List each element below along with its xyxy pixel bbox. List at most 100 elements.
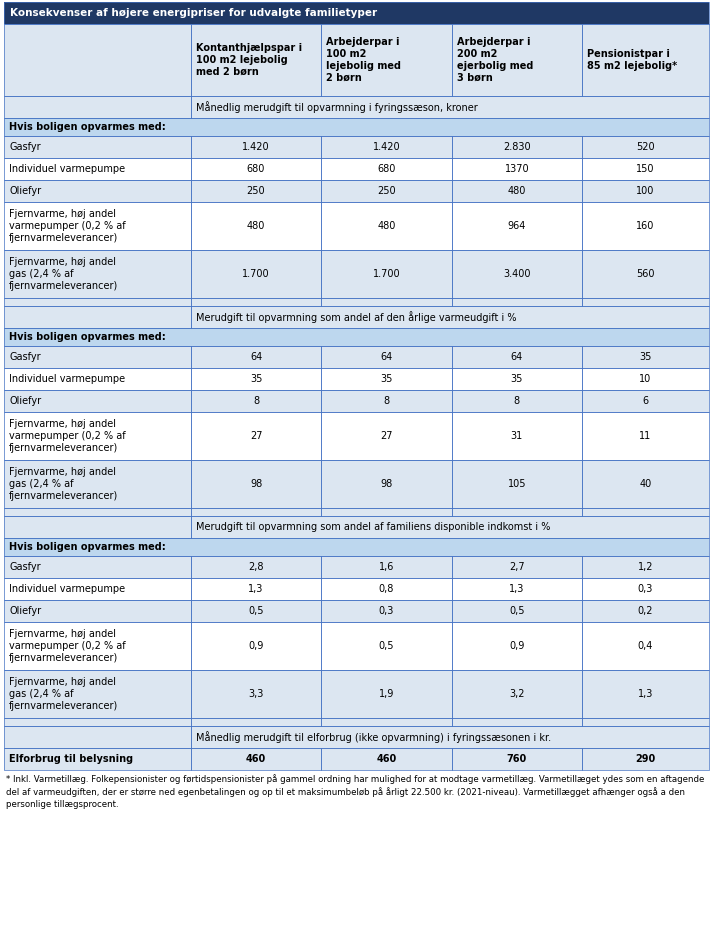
Bar — [191, 726, 709, 748]
Bar — [4, 600, 191, 622]
Bar — [322, 412, 451, 460]
Text: 1,3: 1,3 — [638, 689, 653, 699]
Text: 1.700: 1.700 — [373, 269, 400, 279]
Bar — [191, 508, 322, 516]
Bar — [582, 578, 709, 600]
Bar — [4, 24, 191, 96]
Text: 560: 560 — [636, 269, 655, 279]
Bar — [322, 390, 451, 412]
Bar — [4, 600, 191, 622]
Text: Merudgift til opvarmning som andel af den årlige varmeudgift i %: Merudgift til opvarmning som andel af de… — [196, 311, 516, 323]
Bar — [4, 96, 191, 118]
Text: 40: 40 — [640, 479, 652, 489]
Bar — [582, 412, 709, 460]
Bar — [191, 622, 322, 670]
Bar — [322, 556, 451, 578]
Bar — [191, 180, 322, 202]
Bar — [191, 202, 322, 250]
Text: 0,5: 0,5 — [248, 606, 264, 616]
Bar — [322, 346, 451, 368]
Bar — [191, 298, 322, 306]
Text: 1,2: 1,2 — [638, 562, 653, 572]
Bar — [582, 556, 709, 578]
Bar — [4, 250, 191, 298]
Bar — [582, 368, 709, 390]
Bar — [322, 202, 451, 250]
Text: Konsekvenser af højere energipriser for udvalgte familietyper: Konsekvenser af højere energipriser for … — [10, 8, 377, 18]
Text: 0,3: 0,3 — [638, 584, 653, 594]
Bar — [191, 718, 322, 726]
Bar — [451, 202, 582, 250]
Bar — [191, 346, 322, 368]
Bar — [191, 250, 322, 298]
Text: 150: 150 — [636, 164, 655, 174]
Bar — [4, 578, 191, 600]
Bar — [4, 670, 191, 718]
Bar — [582, 202, 709, 250]
Bar — [451, 508, 582, 516]
Text: 3,2: 3,2 — [509, 689, 525, 699]
Bar — [191, 390, 322, 412]
Bar — [191, 600, 322, 622]
Bar — [582, 136, 709, 158]
Text: 1370: 1370 — [505, 164, 529, 174]
Bar — [451, 600, 582, 622]
Bar — [191, 136, 322, 158]
Bar — [4, 412, 191, 460]
Text: 11: 11 — [640, 431, 652, 441]
Text: 6: 6 — [642, 396, 649, 406]
Bar — [191, 390, 322, 412]
Bar — [4, 726, 191, 748]
Bar — [191, 346, 322, 368]
Text: Fjernvarme, høj andel
gas (2,4 % af
fjernvarmeleverancer): Fjernvarme, høj andel gas (2,4 % af fjer… — [9, 467, 118, 501]
Text: Pensionistpar i
85 m2 lejebolig*: Pensionistpar i 85 m2 lejebolig* — [587, 49, 677, 71]
Bar — [451, 24, 582, 96]
Bar — [582, 748, 709, 770]
Bar — [4, 390, 191, 412]
Bar — [4, 460, 191, 508]
Text: 0,8: 0,8 — [379, 584, 394, 594]
Bar — [451, 298, 582, 306]
Bar — [191, 748, 322, 770]
Bar — [4, 306, 191, 328]
Text: 1,9: 1,9 — [379, 689, 394, 699]
Bar — [191, 622, 322, 670]
Text: 100: 100 — [637, 186, 655, 196]
Bar — [322, 600, 451, 622]
Text: Fjernvarme, høj andel
gas (2,4 % af
fjernvarmeleverancer): Fjernvarme, høj andel gas (2,4 % af fjer… — [9, 257, 118, 291]
Bar — [322, 346, 451, 368]
Bar — [582, 298, 709, 306]
Bar — [4, 118, 709, 136]
Bar — [451, 136, 582, 158]
Bar — [4, 718, 191, 726]
Bar — [451, 158, 582, 180]
Bar — [451, 556, 582, 578]
Bar — [191, 136, 322, 158]
Bar — [582, 508, 709, 516]
Text: 64: 64 — [511, 352, 523, 362]
Bar — [191, 368, 322, 390]
Bar — [4, 2, 709, 24]
Bar — [4, 726, 191, 748]
Bar — [191, 158, 322, 180]
Bar — [451, 346, 582, 368]
Bar — [191, 578, 322, 600]
Bar — [322, 250, 451, 298]
Bar — [191, 670, 322, 718]
Bar — [582, 670, 709, 718]
Bar — [191, 158, 322, 180]
Bar — [191, 24, 322, 96]
Text: Oliefyr: Oliefyr — [9, 186, 41, 196]
Bar — [191, 96, 709, 118]
Bar — [451, 460, 582, 508]
Bar — [451, 158, 582, 180]
Bar — [582, 390, 709, 412]
Bar — [582, 460, 709, 508]
Bar — [451, 412, 582, 460]
Text: 2,7: 2,7 — [509, 562, 525, 572]
Text: Individuel varmepumpe: Individuel varmepumpe — [9, 374, 125, 384]
Text: Fjernvarme, høj andel
varmepumper (0,2 % af
fjernvarmeleverancer): Fjernvarme, høj andel varmepumper (0,2 %… — [9, 209, 125, 243]
Text: Kontanthjælpspar i
100 m2 lejebolig
med 2 børn: Kontanthjælpspar i 100 m2 lejebolig med … — [196, 43, 302, 77]
Text: Månedlig merudgift til elforbrug (ikke opvarmning) i fyringssæsonen i kr.: Månedlig merudgift til elforbrug (ikke o… — [196, 731, 551, 743]
Bar — [322, 24, 451, 96]
